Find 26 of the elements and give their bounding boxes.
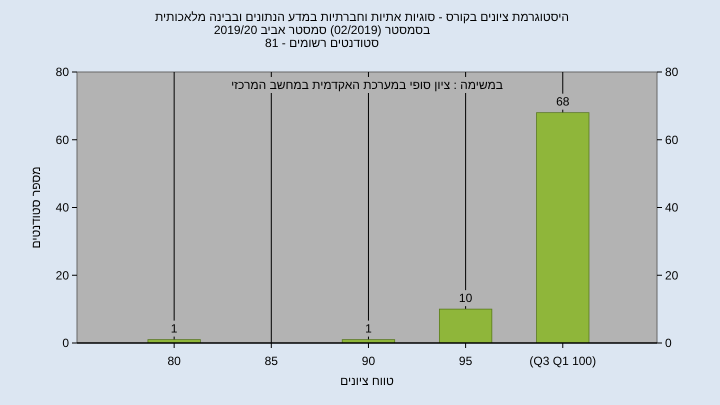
data-label: 1 xyxy=(365,322,372,336)
chart-subtitle: בסמסטר (02/2019) סמסטר אביב 2019/20 סטודנטים רשומים - 81 xyxy=(214,23,430,50)
y2-tick-label: 80 xyxy=(665,65,679,79)
data-label: 1 xyxy=(170,322,178,336)
x-tick-label: 85 xyxy=(264,354,278,368)
data-label: 68 xyxy=(556,94,570,109)
y-tick-label: 40 xyxy=(56,200,70,214)
x-axis-title: טווח ציונים xyxy=(340,374,394,388)
x-tick-label: 90 xyxy=(362,354,376,368)
data-label: 10 xyxy=(458,291,473,306)
bar xyxy=(536,112,590,344)
y2-tick-label: 40 xyxy=(665,200,679,214)
y2-tick-label: 60 xyxy=(665,132,679,147)
y-tick-label: 20 xyxy=(56,268,70,282)
annotation: במשימה : ציון סופי במערכת האקדמית במחשב המרכזי xyxy=(231,78,503,92)
y2-tick-label: 0 xyxy=(665,336,672,350)
y-tick-label: 60 xyxy=(56,132,70,147)
y2-tick-label: 20 xyxy=(665,268,679,282)
chart-title: היסטוגרמת ציונים בקורס - סוגיות אתיות וחברתיות במדע הנתונים ובבינה מלאכותית xyxy=(155,10,569,24)
x-tick-label: 95 xyxy=(458,354,473,368)
y-tick-label: 80 xyxy=(56,65,70,79)
x-tick-label: (Q3 Q1 100) xyxy=(529,354,596,368)
bar xyxy=(438,308,492,344)
y-axis-title: מספר סטודנטים xyxy=(29,166,43,249)
x-tick-label: 80 xyxy=(167,354,182,368)
y-tick-label: 0 xyxy=(62,336,70,350)
